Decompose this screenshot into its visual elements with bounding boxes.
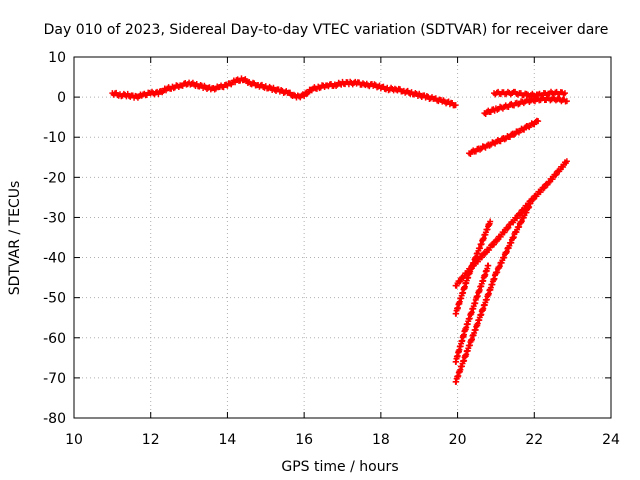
data-point xyxy=(491,241,498,248)
y-tick-label: -60 xyxy=(43,331,66,347)
data-point xyxy=(514,215,521,222)
chart-title: Day 010 of 2023, Sidereal Day-to-day VTE… xyxy=(44,22,609,38)
data-point xyxy=(561,90,568,97)
data-point xyxy=(504,225,511,232)
data-point xyxy=(478,254,485,261)
data-point xyxy=(563,158,570,165)
data-point xyxy=(552,172,559,179)
data-point xyxy=(483,249,490,256)
y-tick-label: -10 xyxy=(43,130,66,146)
y-tick-label: -20 xyxy=(43,170,66,186)
data-point xyxy=(549,176,556,183)
data-point xyxy=(553,171,560,178)
data-series xyxy=(481,94,570,117)
data-series xyxy=(452,200,534,385)
data-point xyxy=(541,184,548,191)
data-point xyxy=(527,200,534,207)
data-point xyxy=(501,229,508,236)
y-tick-label: -50 xyxy=(43,291,66,307)
y-tick-label: -30 xyxy=(43,210,66,226)
data-series xyxy=(452,262,492,365)
data-point xyxy=(545,179,552,186)
data-point xyxy=(452,102,459,109)
y-axis-label: SDTVAR / TECUs xyxy=(7,181,23,296)
data-point xyxy=(505,224,512,231)
x-tick-label: 14 xyxy=(219,432,237,448)
data-series xyxy=(109,75,459,109)
x-axis-ticks: 10 12 14 16 18 20 22 24 xyxy=(65,57,620,448)
data-point xyxy=(487,218,494,225)
y-tick-label: -40 xyxy=(43,251,66,267)
data-marks xyxy=(109,75,570,385)
data-point xyxy=(530,196,537,203)
y-tick-label: 0 xyxy=(57,90,66,106)
x-tick-label: 10 xyxy=(65,432,83,448)
x-tick-label: 20 xyxy=(449,432,467,448)
data-point xyxy=(535,118,542,125)
data-series xyxy=(452,218,494,317)
y-tick-label: -80 xyxy=(43,411,66,427)
x-axis-label: GPS time / hours xyxy=(281,459,398,475)
data-point xyxy=(540,185,547,192)
y-tick-label: 10 xyxy=(48,50,66,66)
data-point xyxy=(563,98,570,105)
y-tick-label: -70 xyxy=(43,371,66,387)
grid-lines xyxy=(74,57,611,418)
plot-frame xyxy=(73,56,612,419)
x-tick-label: 12 xyxy=(142,432,160,448)
data-point xyxy=(301,93,308,100)
x-tick-label: 16 xyxy=(295,432,313,448)
y-axis-ticks: 10 0 -10 -20 -30 -40 -50 -60 -70 -80 xyxy=(43,50,611,427)
data-series xyxy=(466,117,542,157)
x-tick-label: 22 xyxy=(525,432,543,448)
x-tick-label: 24 xyxy=(602,432,620,448)
data-point xyxy=(457,278,464,285)
data-point xyxy=(516,211,523,218)
data-point xyxy=(529,197,536,204)
x-tick-label: 18 xyxy=(372,432,390,448)
data-series xyxy=(491,88,568,100)
data-point xyxy=(485,262,492,269)
